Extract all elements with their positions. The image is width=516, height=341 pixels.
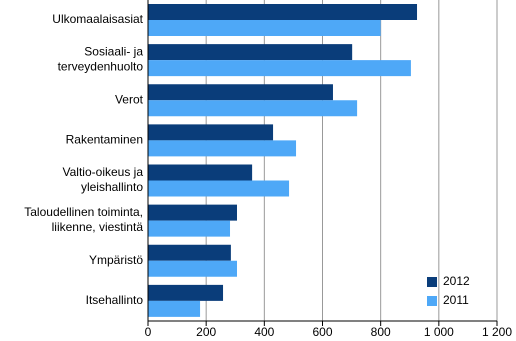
- y-tick-label: Valtio-oikeus ja yleishallinto: [63, 165, 144, 194]
- legend-label: 2011: [443, 293, 469, 307]
- bar: [148, 284, 224, 301]
- bar: [148, 300, 201, 317]
- bar: [148, 204, 237, 221]
- legend-label: 2012: [443, 274, 470, 288]
- x-tick-label: 600: [312, 325, 332, 339]
- bar: [148, 44, 353, 61]
- bar: [148, 180, 290, 197]
- x-tick-label: 200: [196, 325, 216, 339]
- y-tick-label: Sosiaali- ja terveydenhuolto: [58, 45, 144, 74]
- bar: [148, 4, 418, 20]
- bar: [148, 220, 231, 237]
- y-tick-label: Rakentaminen: [66, 133, 143, 147]
- y-tick-label: Taloudellinen toiminta, liikenne, viestin…: [24, 205, 143, 234]
- bar: [148, 60, 411, 77]
- y-tick-label: Verot: [115, 92, 144, 106]
- y-tick-label: Ympäristö: [89, 253, 143, 267]
- bar: [148, 20, 381, 36]
- bar: [148, 244, 231, 261]
- legend-swatch: [427, 277, 437, 287]
- bar: [148, 140, 297, 157]
- x-tick-label: 800: [371, 325, 391, 339]
- legend-swatch: [427, 296, 437, 306]
- x-tick-label: 0: [145, 325, 152, 339]
- y-tick-label: Itsehallinto: [86, 293, 144, 307]
- x-tick-label: 1 200: [482, 325, 512, 339]
- x-tick-label: 400: [254, 325, 274, 339]
- x-tick-label: 1 000: [424, 325, 454, 339]
- bar: [148, 84, 333, 101]
- bar: [148, 100, 358, 117]
- bar: [148, 260, 237, 277]
- bar: [148, 164, 253, 181]
- y-tick-label: Ulkomaalaisasiat: [52, 12, 143, 26]
- bar: [148, 124, 274, 141]
